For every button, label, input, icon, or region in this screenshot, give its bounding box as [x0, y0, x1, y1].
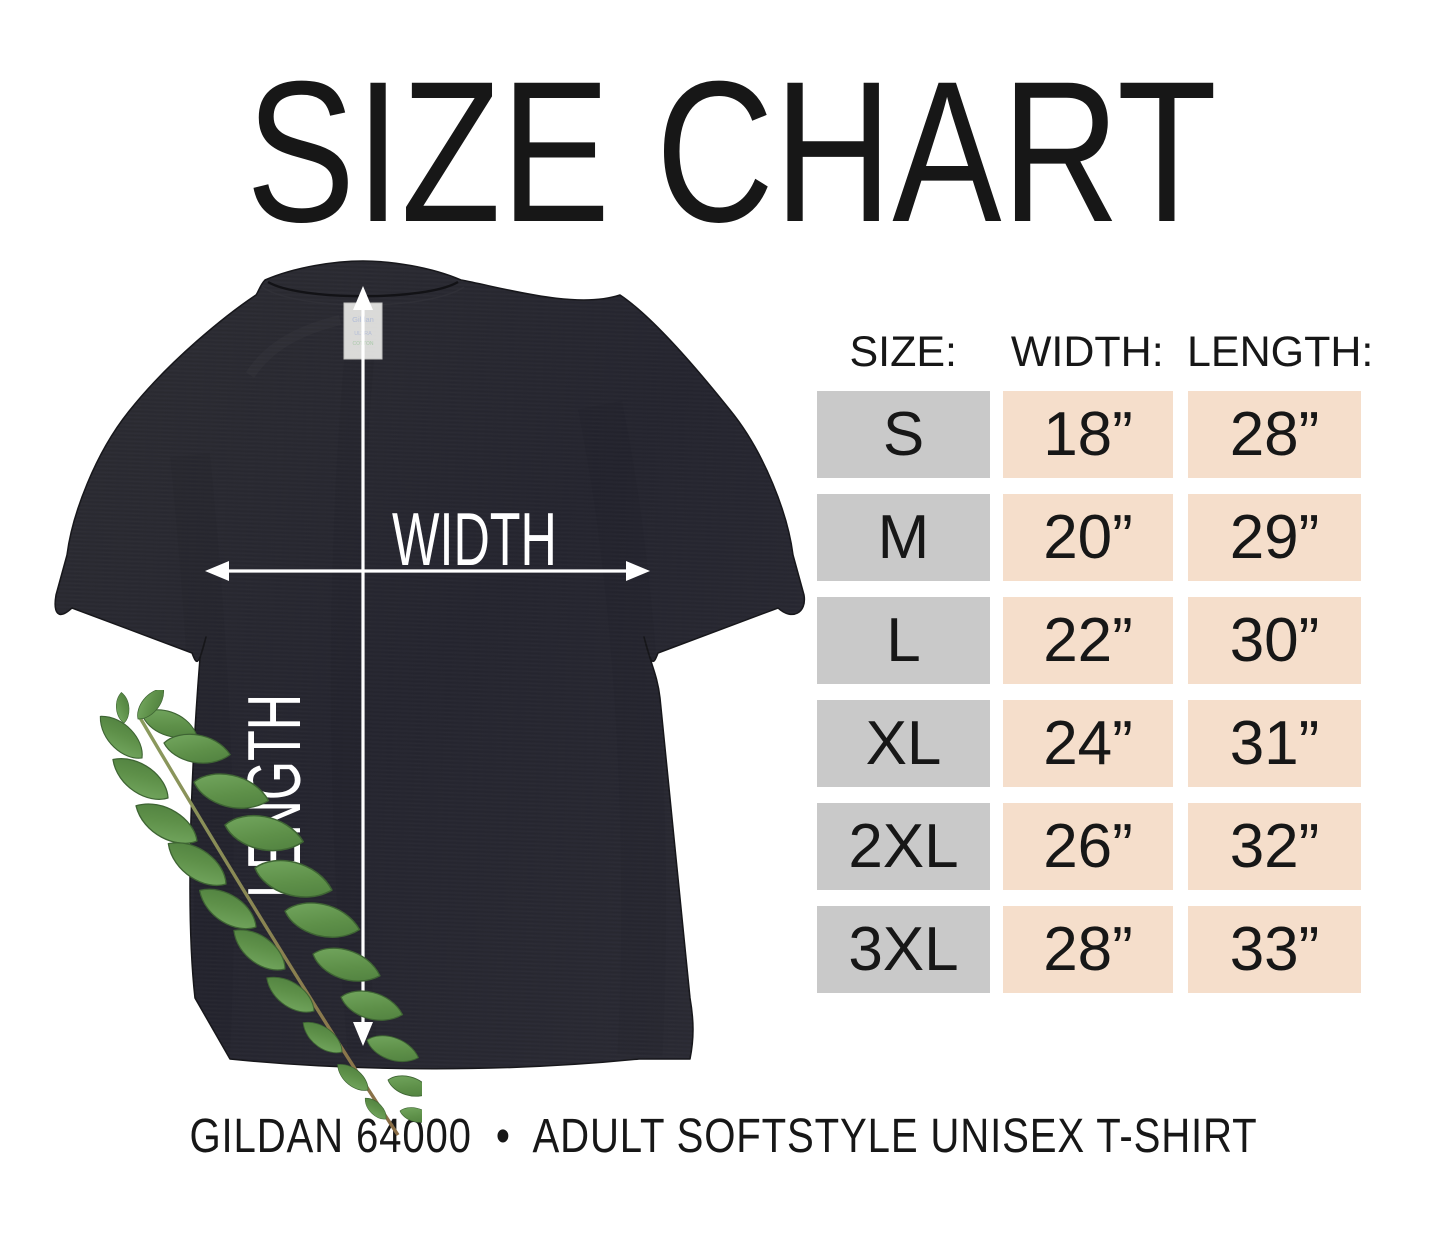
svg-text:WIDTH: WIDTH	[392, 497, 557, 582]
